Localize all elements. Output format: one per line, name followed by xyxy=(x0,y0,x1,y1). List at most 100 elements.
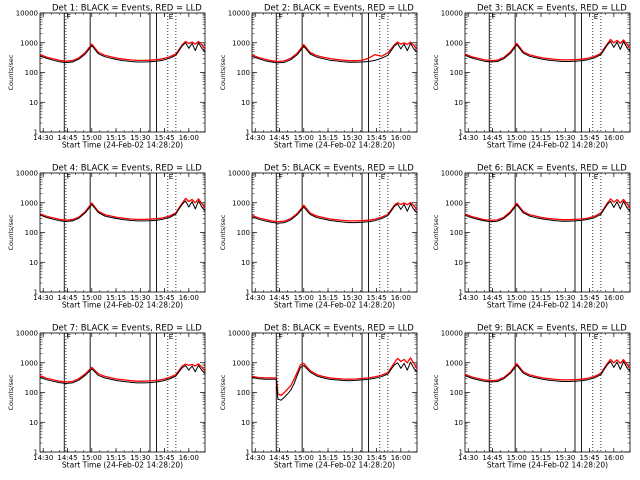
x-tick-label: 15:15 xyxy=(106,294,126,302)
x-tick-label: 14:45 xyxy=(482,454,502,462)
x-tick-label: 16:00 xyxy=(604,134,624,142)
x-tick-label: 14:30 xyxy=(33,294,53,302)
series-line-lld xyxy=(464,358,631,382)
y-axis-title: Counts/sec xyxy=(219,214,227,250)
x-tick-label: 14:45 xyxy=(269,454,289,462)
y-tick-label: 1000 xyxy=(445,39,463,47)
x-tick-label: 14:45 xyxy=(57,134,77,142)
panel-title: Det 9: BLACK = Events, RED = LLD xyxy=(477,324,627,334)
flag-label: F xyxy=(67,13,71,21)
y-tick-label: 1 xyxy=(34,449,38,457)
flag-label: E xyxy=(381,173,385,181)
flag-label: F xyxy=(279,13,283,21)
flag-label: F xyxy=(67,173,71,181)
plot-frame xyxy=(464,12,631,133)
y-tick-label: 10 xyxy=(454,99,463,107)
x-tick-label: 14:30 xyxy=(33,454,53,462)
x-axis-title: Start Time (24-Feb-02 14:28:20) xyxy=(62,141,183,150)
x-tick-label: 15:00 xyxy=(82,134,102,142)
x-axis-title: Start Time (24-Feb-02 14:28:20) xyxy=(487,461,608,470)
x-tick-label: 14:30 xyxy=(458,294,478,302)
x-tick-label: 15:15 xyxy=(106,454,126,462)
y-tick-label: 100 xyxy=(237,69,250,77)
panel-6: Det 6: BLACK = Events, RED = LLD 1 10 100 10… xyxy=(432,164,631,310)
y-tick-label: 10 xyxy=(29,419,38,427)
y-tick-label: 10 xyxy=(29,259,38,267)
x-tick-label: 15:00 xyxy=(82,294,102,302)
x-tick-label: 15:15 xyxy=(106,134,126,142)
y-tick-label: 1 xyxy=(246,449,250,457)
x-tick-label: 14:45 xyxy=(269,294,289,302)
x-tick-label: 14:30 xyxy=(245,294,265,302)
x-tick-label: 14:30 xyxy=(245,134,265,142)
y-tick-label: 1 xyxy=(459,449,463,457)
panel-title: Det 7: BLACK = Events, RED = LLD xyxy=(52,324,202,334)
plot-frame xyxy=(39,12,206,133)
panel-title: Det 8: BLACK = Events, RED = LLD xyxy=(264,324,414,334)
y-axis-title: Counts/sec xyxy=(7,214,15,250)
y-tick-label: 10 xyxy=(454,259,463,267)
flag-label: F xyxy=(279,333,283,341)
series-line-lld xyxy=(251,41,418,63)
x-axis-title: Start Time (24-Feb-02 14:28:20) xyxy=(62,461,183,470)
plot-frame xyxy=(39,172,206,293)
x-axis-title: Start Time (24-Feb-02 14:28:20) xyxy=(487,301,608,310)
panel-1: Det 1: BLACK = Events, RED = LLD 1 10 100 10… xyxy=(7,4,206,150)
x-axis-title: Start Time (24-Feb-02 14:28:20) xyxy=(487,141,608,150)
x-tick-label: 15:45 xyxy=(579,454,599,462)
flag-label: E xyxy=(381,13,385,21)
x-tick-label: 16:00 xyxy=(604,454,624,462)
y-tick-label: 1 xyxy=(459,129,463,137)
x-tick-label: 14:45 xyxy=(482,134,502,142)
x-tick-label: 15:15 xyxy=(318,294,338,302)
y-tick-label: 1000 xyxy=(20,359,38,367)
x-tick-label: 16:00 xyxy=(179,454,199,462)
x-tick-label: 15:15 xyxy=(318,454,338,462)
y-tick-label: 100 xyxy=(237,229,250,237)
x-axis-title: Start Time (24-Feb-02 14:28:20) xyxy=(274,461,395,470)
y-tick-label: 1 xyxy=(246,289,250,297)
x-tick-label: 15:00 xyxy=(294,294,314,302)
flag-label: F xyxy=(279,173,283,181)
y-axis-title: Counts/sec xyxy=(432,214,440,250)
flag-label: E xyxy=(169,173,173,181)
y-tick-label: 10000 xyxy=(228,330,250,338)
series-line-events xyxy=(39,364,206,384)
series-line-lld xyxy=(464,198,631,222)
x-tick-label: 15:00 xyxy=(507,454,527,462)
y-tick-label: 10000 xyxy=(441,170,463,178)
y-axis-title: Counts/sec xyxy=(7,54,15,90)
x-tick-label: 15:45 xyxy=(366,134,386,142)
y-tick-label: 1000 xyxy=(20,199,38,207)
panel-5: Det 5: BLACK = Events, RED = LLD 1 10 100 10… xyxy=(219,164,418,310)
x-tick-label: 14:45 xyxy=(57,294,77,302)
series-line-lld xyxy=(251,357,418,397)
y-tick-label: 100 xyxy=(450,69,463,77)
x-tick-label: 15:45 xyxy=(579,294,599,302)
panel-2: Det 2: BLACK = Events, RED = LLD 1 10 100 10… xyxy=(219,4,418,150)
y-tick-label: 10000 xyxy=(16,330,38,338)
x-tick-label: 16:00 xyxy=(179,134,199,142)
y-tick-label: 1 xyxy=(34,289,38,297)
y-tick-label: 100 xyxy=(25,69,38,77)
x-tick-label: 15:30 xyxy=(130,454,150,462)
x-tick-label: 15:00 xyxy=(507,294,527,302)
plot-frame xyxy=(39,332,206,453)
y-tick-label: 100 xyxy=(450,389,463,397)
x-axis-title: Start Time (24-Feb-02 14:28:20) xyxy=(62,301,183,310)
y-tick-label: 10 xyxy=(29,99,38,107)
series-line-events xyxy=(39,200,206,222)
y-tick-label: 10000 xyxy=(441,10,463,18)
x-tick-label: 14:45 xyxy=(482,294,502,302)
x-tick-label: 15:45 xyxy=(366,454,386,462)
plot-frame xyxy=(464,172,631,293)
flag-label: E xyxy=(381,333,385,341)
y-axis-title: Counts/sec xyxy=(7,374,15,410)
series-line-events xyxy=(39,42,206,64)
y-tick-label: 10000 xyxy=(228,170,250,178)
x-tick-label: 15:30 xyxy=(130,294,150,302)
y-tick-label: 1000 xyxy=(20,39,38,47)
y-tick-label: 10 xyxy=(454,419,463,427)
x-tick-label: 15:30 xyxy=(342,454,362,462)
